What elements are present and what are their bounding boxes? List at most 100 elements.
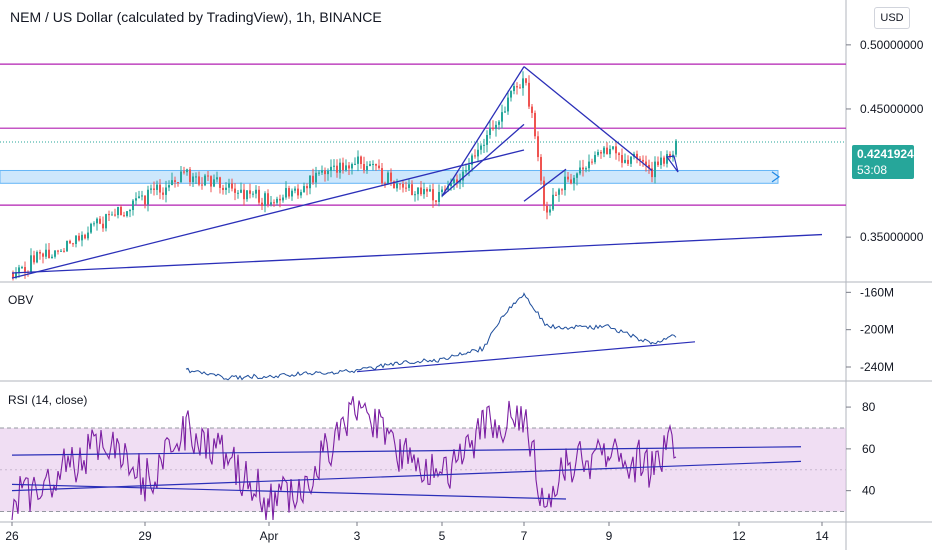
candle-body — [381, 168, 383, 184]
candle — [255, 185, 257, 199]
candle-body — [480, 145, 482, 150]
candle — [273, 199, 275, 207]
candle — [405, 181, 407, 192]
candle-body — [372, 163, 374, 165]
candle — [108, 210, 110, 221]
candle-body — [57, 250, 59, 252]
candle — [522, 71, 524, 96]
candle-body — [573, 177, 575, 184]
candle — [201, 177, 203, 190]
candle-body — [66, 240, 68, 252]
candle-body — [258, 189, 260, 203]
candle — [231, 178, 233, 192]
rsi-tick-label: 80 — [862, 400, 876, 414]
candle-body — [330, 166, 332, 171]
candle — [153, 181, 155, 196]
rsi-trendline — [11, 460, 802, 492]
candle-body — [459, 180, 461, 183]
candle — [75, 235, 77, 248]
candle — [264, 191, 266, 213]
candle-body — [48, 249, 50, 259]
candle — [606, 142, 608, 155]
candle-body — [45, 249, 47, 257]
time-tick-label: 14 — [815, 529, 829, 543]
candle-body — [510, 91, 512, 98]
candle-body — [117, 206, 119, 216]
candle — [597, 149, 599, 157]
candle-body — [618, 153, 620, 156]
candle-body — [132, 200, 134, 211]
candle-body — [675, 140, 677, 155]
currency-button[interactable]: USD — [874, 7, 910, 29]
candle — [276, 196, 278, 206]
candle — [81, 231, 83, 247]
candle-body — [411, 184, 413, 196]
candle — [195, 172, 197, 184]
candle — [222, 184, 224, 195]
candle-body — [174, 180, 176, 183]
candle — [669, 151, 671, 160]
candle-body — [369, 164, 371, 167]
candle-body — [198, 176, 200, 185]
candle-body — [93, 223, 95, 225]
candle — [99, 216, 101, 225]
rsi-tick-label: 40 — [862, 484, 876, 498]
candle-body — [588, 161, 590, 169]
candle-body — [558, 189, 560, 195]
chart-title: NEM / US Dollar (calculated by TradingVi… — [10, 9, 382, 25]
candle-body — [429, 189, 431, 192]
candle-body — [609, 148, 611, 155]
candle-body — [501, 112, 503, 122]
candle — [360, 155, 362, 169]
candle-body — [582, 167, 584, 170]
rsi-trendline — [11, 446, 802, 456]
last-price-tag: 0.42419249 53:08 — [852, 145, 920, 179]
candle-body — [84, 234, 86, 239]
candle-body — [75, 235, 77, 244]
candle — [402, 180, 404, 193]
candle-body — [30, 255, 32, 273]
candle — [345, 159, 347, 172]
candle-body — [645, 161, 647, 165]
candle — [348, 162, 350, 175]
candle-body — [420, 187, 422, 195]
bar-countdown: 53:08 — [857, 163, 888, 177]
candle-body — [444, 189, 446, 191]
candle — [165, 180, 167, 203]
candle — [135, 192, 137, 206]
candle-body — [438, 192, 440, 202]
candle — [582, 159, 584, 177]
candle-body — [405, 187, 407, 189]
candle-body — [333, 165, 335, 167]
candle — [192, 172, 194, 188]
candle-body — [378, 165, 380, 169]
candle — [171, 172, 173, 186]
candle-body — [651, 168, 653, 178]
candle — [660, 151, 662, 169]
candle-body — [12, 273, 14, 278]
candle-body — [81, 234, 83, 241]
candle — [549, 204, 551, 216]
candle-body — [105, 214, 107, 229]
candle-body — [612, 146, 614, 149]
time-tick-label: 29 — [138, 529, 152, 543]
candle-body — [408, 184, 410, 188]
candle-body — [561, 189, 563, 191]
candle — [282, 194, 284, 203]
candle-body — [594, 155, 596, 163]
candle — [366, 161, 368, 174]
candle-body — [189, 169, 191, 183]
candle — [363, 156, 365, 174]
candle-body — [576, 173, 578, 178]
candle-body — [177, 182, 179, 184]
candle-body — [339, 162, 341, 173]
candle-body — [297, 188, 299, 196]
candle-body — [300, 192, 302, 196]
candle-body — [180, 171, 182, 183]
candle — [117, 206, 119, 219]
candle — [570, 173, 572, 185]
candle — [420, 180, 422, 197]
candle — [18, 264, 20, 278]
candle — [84, 233, 86, 240]
